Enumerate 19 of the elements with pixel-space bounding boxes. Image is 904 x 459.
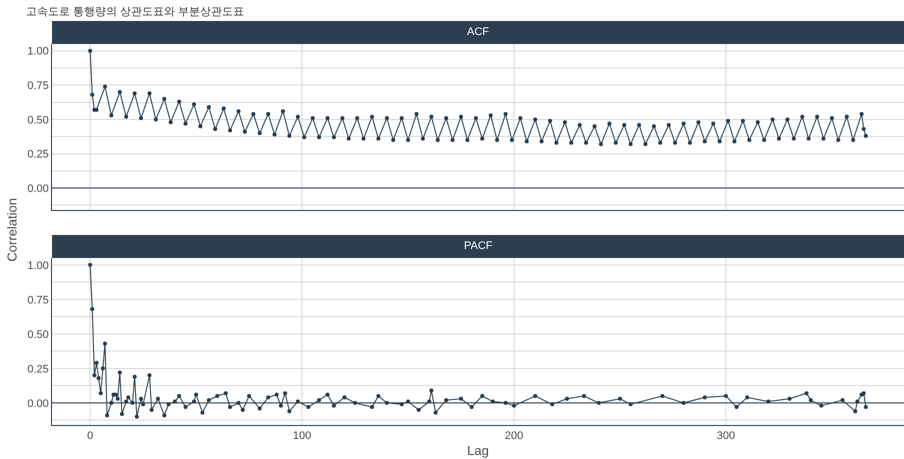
chart-subtitle: ACF bbox=[467, 26, 490, 38]
y-tick-label: 0.50 bbox=[27, 328, 49, 341]
y-tick-label: 1.00 bbox=[27, 260, 49, 272]
y-tick-label: 0.50 bbox=[27, 114, 49, 126]
y-tick-label: 0.00 bbox=[27, 182, 49, 195]
chart-subtitle: PACF bbox=[464, 240, 493, 252]
y-tick-label: 0.00 bbox=[27, 398, 49, 410]
y-tick-label: 0.25 bbox=[27, 363, 49, 376]
x-tick-label: 0 bbox=[87, 430, 94, 442]
y-axis-title: Correlation bbox=[4, 198, 20, 262]
y-tick-label: 1.00 bbox=[27, 46, 49, 58]
x-axis-title: Lag bbox=[467, 442, 489, 458]
x-tick-label: 200 bbox=[504, 430, 524, 442]
y-tick-label: 0.25 bbox=[27, 148, 49, 161]
chart-title: 고속도로 통행량의 상관도표와 부분상관도표 bbox=[26, 6, 244, 18]
y-tick-label: 0.75 bbox=[27, 80, 49, 92]
x-tick-label: 100 bbox=[292, 430, 312, 442]
x-tick-label: 300 bbox=[716, 430, 736, 442]
y-tick-label: 0.75 bbox=[27, 294, 49, 306]
